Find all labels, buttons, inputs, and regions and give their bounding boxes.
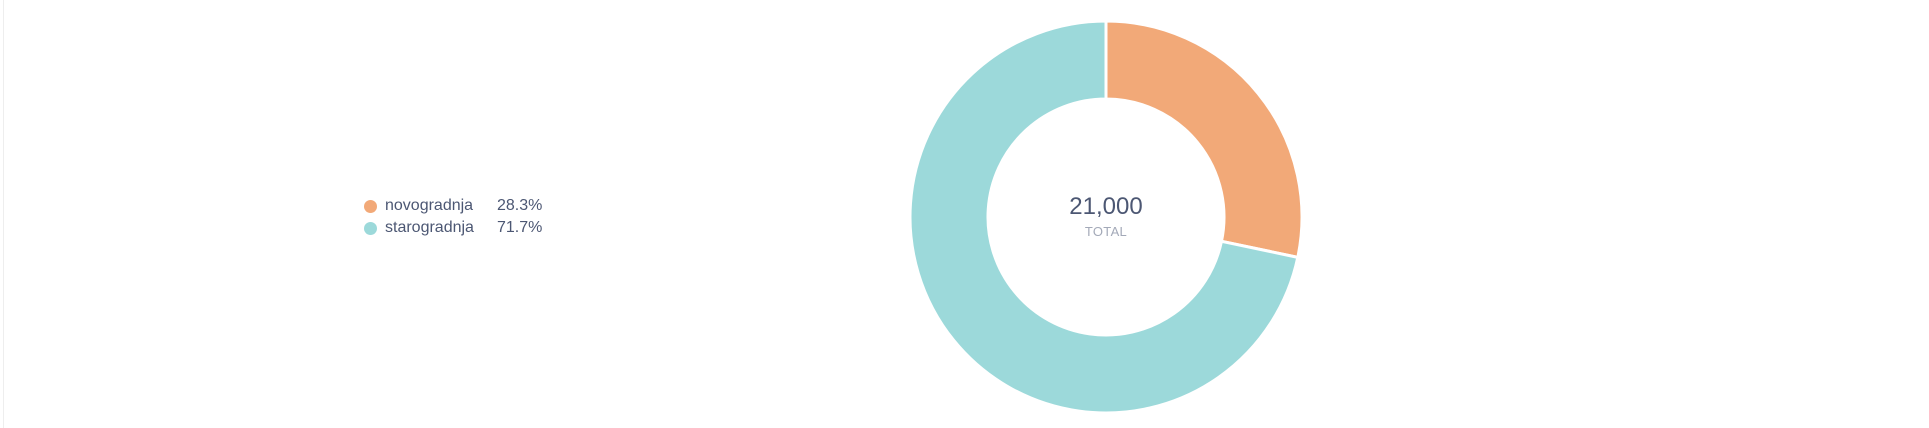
legend-swatch-starogradnja <box>364 221 377 235</box>
total-label: TOTAL <box>1084 224 1128 239</box>
legend-label: novogradnja <box>385 197 474 214</box>
legend-percent: 28.3% <box>497 197 543 214</box>
donut-slice-starogradnja[interactable] <box>908 19 1300 415</box>
legend-swatch-novogradnja <box>364 199 377 213</box>
legend-percent: 71.7% <box>497 219 543 236</box>
total-value: 21,000 <box>1069 193 1143 220</box>
legend-label: starogradnja <box>385 219 474 236</box>
legend: novogradnja 28.3% starogradnja 71.7% <box>364 196 542 238</box>
card-border <box>3 0 4 428</box>
legend-item-starogradnja[interactable]: starogradnja 71.7% <box>364 218 542 238</box>
legend-item-novogradnja[interactable]: novogradnja 28.3% <box>364 196 542 216</box>
donut-slice-novogradnja[interactable] <box>1104 19 1304 260</box>
